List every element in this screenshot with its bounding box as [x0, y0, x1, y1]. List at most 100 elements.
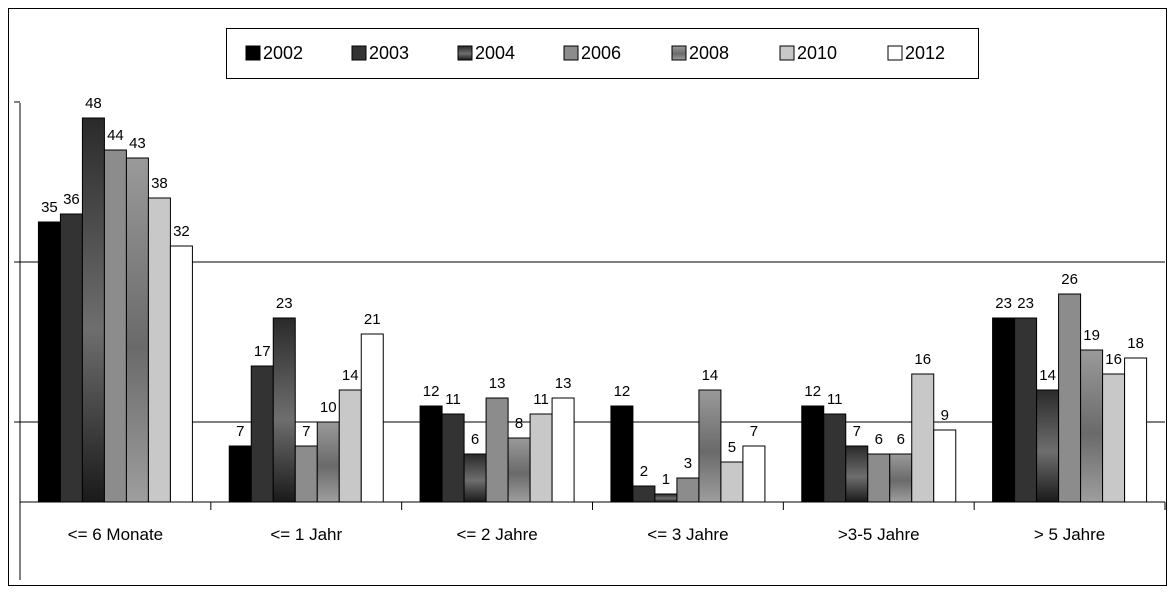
bar-2008	[1080, 349, 1104, 503]
legend-swatch-2004	[457, 45, 473, 61]
bar-2002	[801, 405, 825, 503]
bar-2004	[1036, 389, 1060, 503]
data-label: 2	[640, 463, 648, 480]
bar-2006	[867, 453, 891, 503]
data-label: 8	[515, 415, 523, 432]
chart-border	[8, 8, 1167, 586]
bar-2012	[742, 445, 766, 503]
bar-2002	[419, 405, 443, 503]
data-label: 11	[533, 391, 549, 408]
bar-2006	[1058, 293, 1082, 503]
data-label: 32	[173, 223, 190, 240]
bar-2003	[441, 413, 465, 503]
data-label: 6	[471, 431, 479, 448]
x-tick-label: >3-5 Jahre	[838, 525, 920, 544]
legend-label: 2008	[689, 43, 729, 63]
data-label: 11	[445, 391, 461, 408]
data-label: 3	[684, 455, 692, 472]
bar-2002	[37, 221, 61, 503]
bar-2004	[654, 493, 678, 503]
data-label: 14	[1039, 367, 1056, 384]
bar-2004	[272, 317, 296, 503]
bar-2002	[992, 317, 1016, 503]
legend-swatch-2012	[887, 45, 903, 61]
bar-2010	[529, 413, 553, 503]
legend-swatch-2010	[779, 45, 795, 61]
data-label: 23	[995, 295, 1012, 312]
legend-swatch-2006	[563, 45, 579, 61]
data-label: 38	[151, 175, 168, 192]
data-label: 7	[853, 423, 861, 440]
data-label: 7	[236, 423, 244, 440]
bar-2008	[889, 453, 913, 503]
x-tick-label: <= 6 Monate	[68, 525, 163, 544]
legend-label: 2006	[581, 43, 621, 63]
data-label: 19	[1083, 327, 1100, 344]
bar-2002	[610, 405, 634, 503]
data-label: 18	[1127, 335, 1144, 352]
bar-2010	[338, 389, 362, 503]
bar-2004	[845, 445, 869, 503]
data-label: 13	[489, 375, 506, 392]
x-tick-label: <= 2 Jahre	[456, 525, 537, 544]
data-label: 6	[897, 431, 905, 448]
data-label: 35	[41, 199, 58, 216]
bar-2003	[823, 413, 847, 503]
legend-label: 2010	[797, 43, 837, 63]
data-label: 36	[63, 191, 80, 208]
bar-2008	[125, 157, 149, 503]
bar-2008	[316, 421, 340, 503]
bar-2003	[632, 485, 656, 503]
data-label: 43	[129, 135, 146, 152]
bar-2006	[103, 149, 127, 503]
bar-2010	[720, 461, 744, 503]
legend-label: 2003	[369, 43, 409, 63]
legend-swatch-2003	[351, 45, 367, 61]
data-label: 7	[750, 423, 758, 440]
legend-label: 2002	[263, 43, 303, 63]
data-label: 12	[614, 383, 631, 400]
bar-2010	[147, 197, 171, 503]
data-label: 11	[827, 391, 843, 408]
legend-label: 2004	[475, 43, 515, 63]
bar-2012	[169, 245, 193, 503]
bar-2006	[485, 397, 509, 503]
bar-2012	[933, 429, 957, 503]
bar-2010	[1102, 373, 1126, 503]
data-label: 26	[1061, 271, 1078, 288]
bar-2003	[59, 213, 83, 503]
x-tick-label: <= 3 Jahre	[647, 525, 728, 544]
data-label: 1	[662, 471, 670, 488]
data-label: 6	[875, 431, 883, 448]
data-label: 44	[107, 127, 124, 144]
bar-2004	[463, 453, 487, 503]
data-label: 9	[941, 407, 949, 424]
bar-2004	[81, 117, 105, 503]
legend-swatch-2002	[245, 45, 261, 61]
bar-2008	[507, 437, 531, 503]
data-label: 23	[276, 295, 293, 312]
bar-2012	[360, 333, 384, 503]
bar-2002	[228, 445, 252, 503]
data-label: 7	[302, 423, 310, 440]
data-label: 12	[423, 383, 440, 400]
data-label: 14	[702, 367, 719, 384]
data-label: 12	[804, 383, 821, 400]
data-label: 48	[85, 95, 102, 112]
bar-2003	[250, 365, 274, 503]
data-label: 10	[320, 399, 337, 416]
bar-2003	[1014, 317, 1038, 503]
x-tick-label: > 5 Jahre	[1034, 525, 1105, 544]
bar-2012	[1124, 357, 1148, 503]
bar-2008	[698, 389, 722, 503]
data-label: 23	[1017, 295, 1034, 312]
bar-2010	[911, 373, 935, 503]
data-label: 17	[254, 343, 271, 360]
bar-2006	[676, 477, 700, 503]
data-label: 16	[1105, 351, 1122, 368]
data-label: 5	[728, 439, 736, 456]
legend-swatch-2008	[671, 45, 687, 61]
data-label: 21	[364, 311, 381, 328]
